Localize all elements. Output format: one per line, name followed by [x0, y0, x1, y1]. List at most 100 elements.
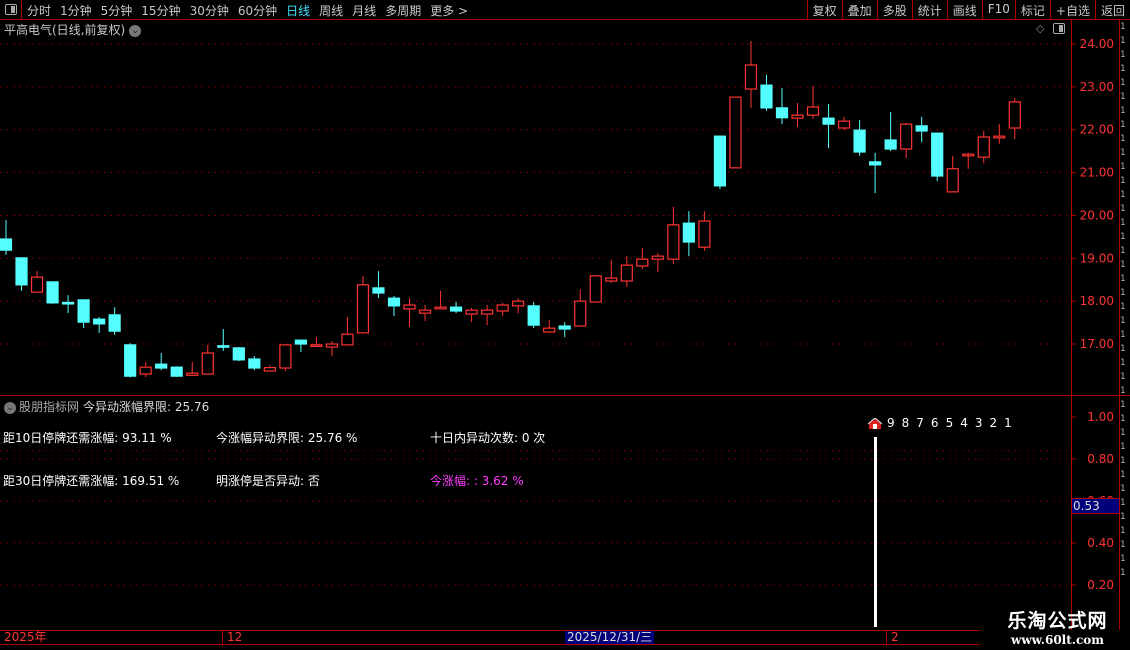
candle-body [589, 275, 602, 303]
pane-divider[interactable] [0, 395, 1130, 396]
toolbar-button[interactable]: 叠加 [841, 0, 877, 20]
period-tab[interactable]: 月线 [352, 4, 377, 18]
period-tab[interactable]: 5分钟 [100, 4, 133, 18]
side-strip-glyph: 1 [1120, 92, 1126, 102]
period-toolbar: 分时 1分钟 5分钟 15分钟 30分钟 60分钟 日线 周线 月线 多周期 更多 > 复权 叠加 多股… [0, 0, 1130, 20]
period-tab[interactable]: 日线 [286, 4, 311, 18]
candle [61, 295, 75, 314]
candle-body [372, 287, 385, 294]
kline-chart[interactable]: 24.0023.0022.0021.0020.0019.0018.0017.00… [0, 0, 1120, 630]
side-strip-glyph: 1 [1120, 526, 1126, 536]
countdown-number: 1 [1004, 416, 1012, 430]
candle [341, 317, 354, 346]
period-tab[interactable]: 1分钟 [60, 4, 92, 18]
watermark-logo: 乐淘公式网 www.60lt.com [1007, 610, 1108, 647]
candle-body [698, 220, 711, 248]
candle-body [263, 366, 276, 372]
candle [403, 298, 416, 327]
toolbar-button[interactable]: 统计 [911, 0, 947, 20]
candle [900, 122, 913, 159]
current-value-badge: 0.53 [1072, 498, 1119, 514]
period-tab[interactable]: 周线 [319, 4, 344, 18]
toolbar-button[interactable]: 返回 [1094, 0, 1130, 20]
candle [589, 275, 602, 303]
indicator-text-today-change: 今涨幅: : 3.62 % [430, 474, 524, 488]
toolbar-button[interactable]: F10 [981, 0, 1015, 20]
cursor-date: 2025/12/31/三 [565, 630, 655, 644]
period-tab[interactable]: 分时 [27, 4, 52, 18]
side-strip-glyph: 1 [1120, 218, 1126, 228]
time-label-month-12: 12 [222, 631, 242, 644]
candle [791, 103, 804, 128]
side-strip-glyph: 1 [1120, 470, 1126, 480]
candle-body [1008, 101, 1021, 129]
side-strip-glyph: 1 [1120, 22, 1126, 32]
price-tick-label: 20.00 [1080, 208, 1114, 222]
candle [387, 296, 401, 317]
indicator-text-10day: 距10日停牌还需涨幅: 93.11 % [3, 431, 172, 445]
candle-body [884, 139, 897, 150]
chevron-down-icon[interactable]: ⌄ [129, 24, 142, 37]
toolbar-button[interactable]: 复权 [806, 0, 842, 20]
side-strip-glyph: 1 [1120, 246, 1126, 256]
side-strip-glyph: 1 [1120, 428, 1126, 438]
time-label-month-2: 2 [886, 631, 899, 644]
layout-toggle-icon[interactable] [0, 0, 22, 20]
side-strip-glyph: 1 [1120, 148, 1126, 158]
indicator-header-value: 今异动涨幅界限: 25.76 [83, 400, 210, 414]
time-axis[interactable]: 2025年 12 2025/12/31/三 2 [0, 630, 980, 645]
side-strip-glyph: 1 [1120, 330, 1126, 340]
side-strip-glyph: 1 [1120, 442, 1126, 452]
indicator-tick-label: 1.00 [1087, 410, 1114, 424]
side-panel-strip[interactable]: 1 1 1 1 1 1 1 1 1 1 1 1 1 1 1 1 1 1 1 1 1 1 1 1 1 1 1 1 1 1 1 1 1 1 1 1 1 1 1 1 [1119, 20, 1130, 630]
side-strip-glyph: 1 [1120, 36, 1126, 46]
candle-body [403, 304, 416, 310]
candle [636, 248, 649, 270]
candle [915, 116, 928, 143]
side-strip-glyph: 1 [1120, 260, 1126, 270]
period-tab[interactable]: 15分钟 [141, 4, 181, 18]
toolbar-button[interactable]: 画线 [946, 0, 982, 20]
indicator-name[interactable]: 股朋指标网 [19, 400, 80, 414]
period-tab[interactable]: 60分钟 [237, 4, 278, 18]
countdown-number: 6 [930, 416, 939, 430]
candle [558, 322, 571, 338]
toolbar-button[interactable]: 标记 [1014, 0, 1050, 20]
side-strip-glyph: 1 [1120, 190, 1126, 200]
side-strip-glyph: 1 [1120, 344, 1126, 354]
toolbar-button[interactable]: +自选 [1049, 0, 1095, 20]
candle [698, 211, 711, 252]
period-tab[interactable]: 30分钟 [189, 4, 229, 18]
candle-body [310, 344, 323, 347]
candle-body [837, 120, 851, 129]
candle-body [620, 264, 633, 282]
price-tick-label: 23.00 [1080, 80, 1114, 94]
indicator-text-tomorrow: 明涨停是否异动: 否 [216, 474, 320, 488]
candle-body [993, 135, 1006, 139]
period-tab[interactable]: 更多 > [430, 4, 469, 18]
candle-body [77, 299, 90, 323]
side-strip-glyph: 1 [1120, 288, 1126, 298]
period-tab[interactable]: 多周期 [385, 4, 422, 18]
diamond-icon[interactable]: ◇ [1036, 22, 1045, 35]
candle [186, 362, 199, 377]
candle [853, 119, 866, 156]
candle-body [931, 132, 944, 177]
candle [605, 260, 618, 284]
pane-toggle-icon[interactable] [1053, 23, 1065, 34]
candle-body [387, 297, 401, 307]
candle-body [869, 161, 882, 166]
candle-body [512, 300, 525, 307]
candle-body [791, 114, 804, 119]
candle [201, 344, 214, 375]
candle [806, 86, 820, 120]
toolbar-button[interactable]: 多股 [876, 0, 912, 20]
candle-body [46, 281, 59, 304]
countdown-number: 5 [945, 416, 954, 430]
candle-body [713, 135, 727, 187]
candle-body [543, 327, 556, 333]
candle-body [139, 366, 152, 375]
stock-title[interactable]: 平高电气(日线,前复权) ⌄ [4, 21, 142, 38]
chevron-down-icon[interactable]: ⌄ [4, 401, 16, 414]
candle-body [170, 366, 183, 377]
